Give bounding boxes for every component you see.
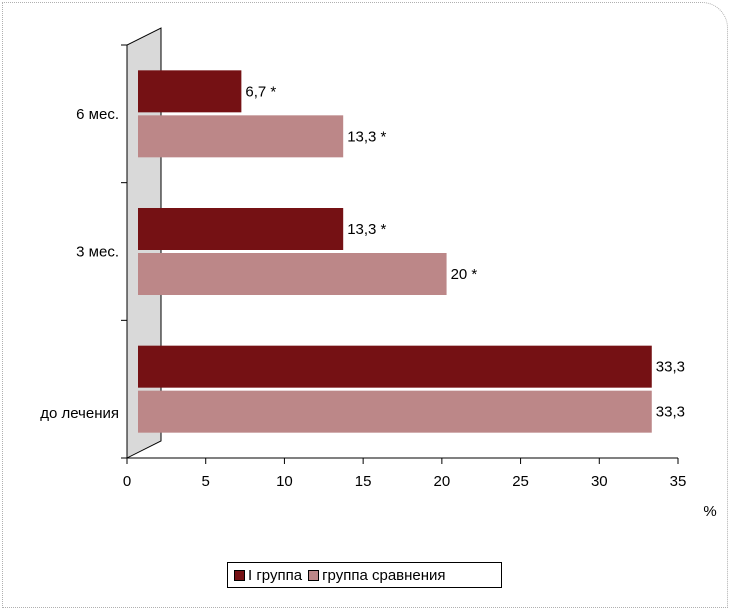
bar-data-label: 33,3 (656, 359, 685, 376)
bar-1-2 (138, 208, 344, 250)
legend-label-group-1: I группа (248, 566, 303, 584)
legend-swatch-group-1 (234, 569, 245, 581)
bar-1-3 (138, 345, 652, 388)
chart-legend: I группа группа сравнения (227, 562, 502, 588)
legend-label-group-2: группа сравнения (322, 566, 446, 584)
bar-2-2 (138, 253, 447, 295)
bar-2-1 (138, 115, 344, 158)
bar-data-label: 6,7 * (245, 83, 276, 100)
category-label: 6 мес. (76, 106, 119, 123)
bar-data-label: 20 * (451, 266, 478, 283)
bar-2-3 (138, 390, 652, 433)
legend-entry-group-1: I группа (234, 567, 302, 584)
x-tick-label: 10 (276, 473, 293, 490)
x-tick-label: 0 (123, 473, 131, 490)
category-label: до лечения (40, 405, 119, 422)
category-label: 3 мес. (76, 244, 119, 261)
x-tick-label: 35 (670, 473, 687, 490)
bar-data-label: 13,3 * (347, 128, 386, 145)
x-tick-label: 30 (591, 473, 608, 490)
x-tick-label: 15 (355, 473, 372, 490)
bar-data-label: 13,3 * (347, 221, 386, 238)
x-tick-label: 5 (202, 473, 210, 490)
bar-data-label: 33,3 (656, 404, 685, 421)
x-tick-label: 25 (512, 473, 529, 490)
x-tick-label: 20 (434, 473, 451, 490)
x-axis-label: % (703, 503, 716, 520)
legend-entry-group-2: группа сравнения (308, 566, 446, 584)
legend-swatch-group-2 (308, 569, 320, 581)
bar-1-1 (138, 70, 242, 113)
